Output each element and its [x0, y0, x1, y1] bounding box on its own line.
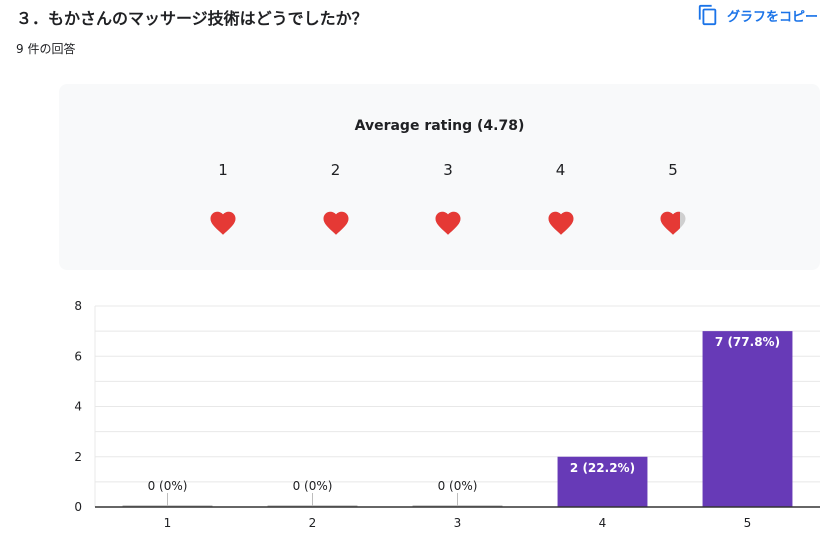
data-label: 0 (0%): [148, 479, 188, 493]
x-tick-label: 2: [309, 516, 317, 530]
bar-chart-svg: 0 2 4 6 8 0 (0%) 1 0 (0%) 2 0 (0%) 3 2 (22.2%) 4 7 (7…: [74, 299, 820, 530]
average-rating-title: Average rating (4.78): [354, 118, 525, 134]
bar: [702, 331, 793, 507]
x-tick-label: 5: [744, 516, 752, 530]
heart-icon: [435, 211, 461, 235]
bar: [557, 456, 648, 507]
copy-chart-label: グラフをコピー: [726, 9, 818, 25]
bar-chart: 0 2 4 6 8 0 (0%) 1 0 (0%) 2 0 (0%) 3 2 (22.2%) 4 7 (7…: [0, 290, 820, 547]
data-label: 2 (22.2%): [570, 461, 635, 475]
rating-scale-label: 3: [443, 161, 453, 179]
rating-scale-label: 1: [218, 161, 228, 179]
copy-chart-button[interactable]: グラフをコピー: [697, 2, 818, 28]
data-label: 0 (0%): [293, 479, 333, 493]
x-tick-label: 4: [599, 516, 607, 530]
heart-icon: [323, 211, 348, 235]
y-tick-label: 6: [74, 349, 82, 363]
question-title: ３．もかさんのマッサージ技術はどうでしたか？: [16, 9, 368, 28]
heart-icon: [210, 211, 236, 235]
heart-icon: [548, 211, 573, 235]
data-label: 0 (0%): [438, 479, 478, 493]
y-tick-label: 0: [74, 500, 82, 514]
x-tick-label: 1: [164, 516, 172, 530]
response-count: 9 件の回答: [16, 42, 76, 56]
copy-icon: [697, 4, 719, 26]
heart-icon: [660, 211, 686, 235]
y-tick-label: 8: [74, 299, 82, 313]
rating-scale-label: 2: [330, 161, 341, 179]
rating-scale-label: 5: [668, 161, 678, 179]
rating-scale-label: 4: [555, 161, 566, 179]
data-label: 7 (77.8%): [715, 335, 780, 349]
x-tick-label: 3: [454, 516, 462, 530]
y-tick-label: 4: [74, 400, 82, 414]
y-tick-label: 2: [74, 450, 82, 464]
rating-panel: Average rating (4.78) 1 2 3 4 5: [59, 84, 820, 270]
